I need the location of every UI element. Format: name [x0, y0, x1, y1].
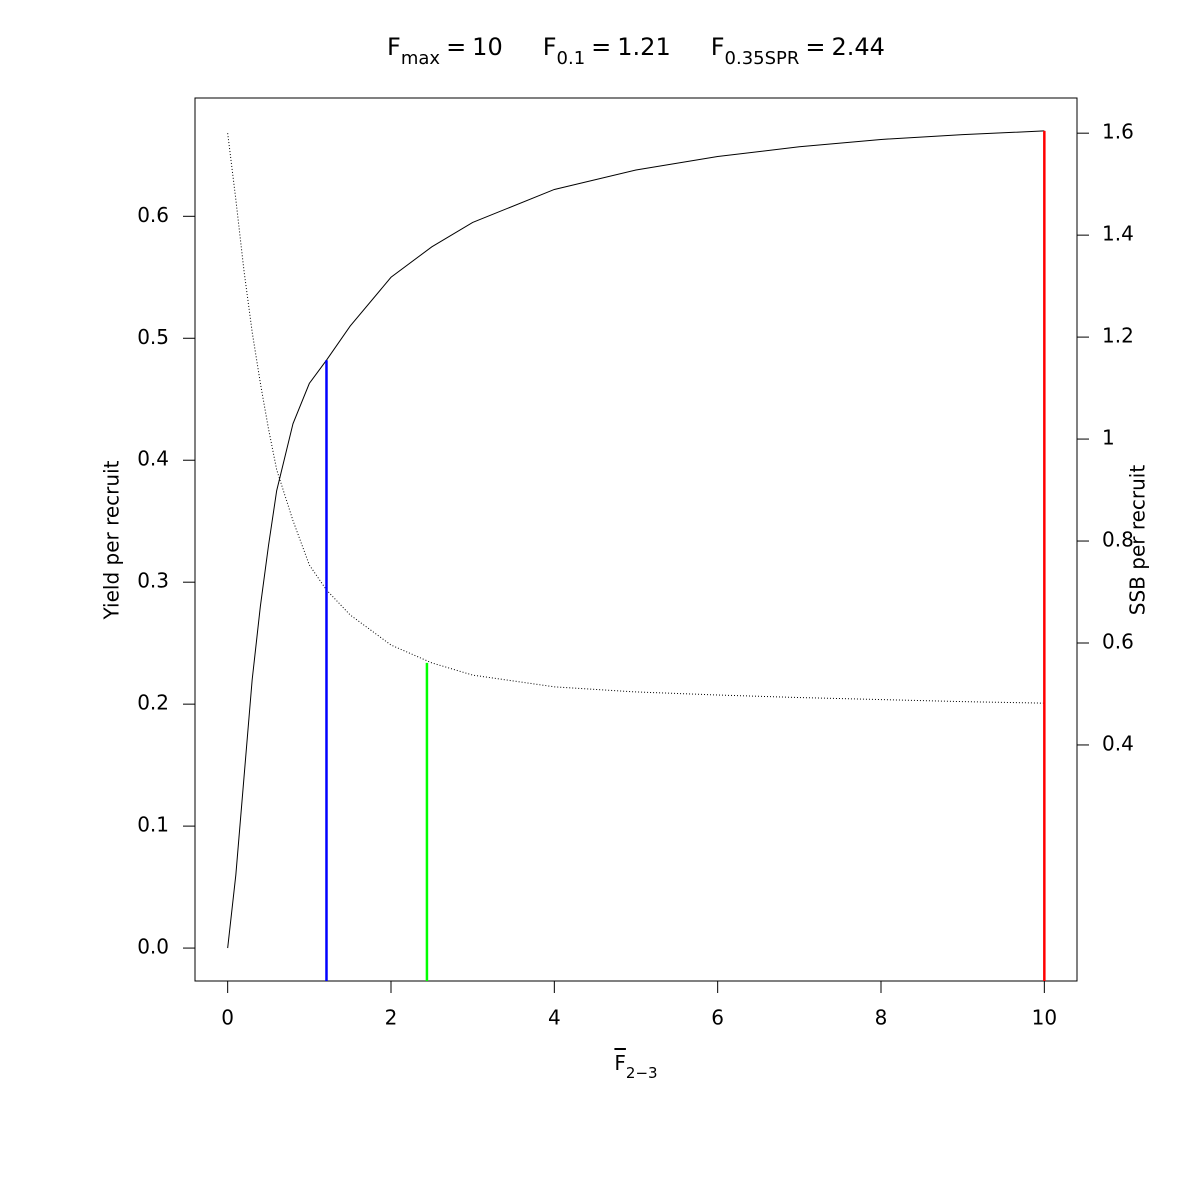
y-tick-label: 0.6 [137, 203, 169, 227]
x-tick-label: 10 [1032, 1006, 1057, 1030]
chart-title: Fmax = 10 F0.1 = 1.21 F0.35SPR = 2.44 [387, 33, 885, 69]
y2-tick-label: 0.6 [1102, 629, 1134, 653]
title-symbol: F [387, 33, 401, 61]
y2-tick-label: 0.8 [1102, 528, 1134, 552]
y-tick-label: 0.4 [137, 447, 169, 471]
y2-tick-label: 1.6 [1102, 120, 1134, 144]
title-value: 1.21 [617, 33, 670, 61]
x-axis-label: F2−3 [614, 1051, 657, 1082]
x-label-subscript: 2−3 [626, 1064, 658, 1082]
series-line [227, 130, 1045, 949]
title-equals: = [805, 33, 825, 61]
title-subscript: max [401, 48, 441, 69]
x-tick-label: 6 [711, 1006, 724, 1030]
plot-frame [194, 97, 1078, 982]
x-label-symbol: F [614, 1051, 626, 1075]
x-tick-label: 4 [548, 1006, 561, 1030]
title-symbol: F [711, 33, 725, 61]
x-tick-label: 0 [221, 1006, 234, 1030]
y2-tick-label: 1.2 [1102, 324, 1134, 348]
title-subscript: 0.35SPR [725, 48, 800, 69]
title-value: 2.44 [832, 33, 885, 61]
title-symbol: F [543, 33, 557, 61]
title-subscript: 0.1 [557, 48, 586, 69]
y-tick-label: 0.0 [137, 935, 169, 959]
y-tick-label: 0.3 [137, 569, 169, 593]
y2-tick-label: 0.4 [1102, 731, 1134, 755]
title-value: 10 [472, 33, 503, 61]
y2-tick-label: 1.4 [1102, 222, 1134, 246]
y-tick-label: 0.5 [137, 325, 169, 349]
y-axis-label: Yield per recruit [100, 460, 124, 620]
y2-tick-label: 1 [1102, 426, 1115, 450]
title-equals: = [446, 33, 466, 61]
y-tick-label: 0.2 [137, 691, 169, 715]
y-tick-label: 0.1 [137, 813, 169, 837]
x-tick-label: 2 [385, 1006, 398, 1030]
series-line [227, 133, 1045, 704]
title-equals: = [591, 33, 611, 61]
y2-axis-label: SSB per recruit [1126, 465, 1150, 616]
x-tick-label: 8 [875, 1006, 888, 1030]
